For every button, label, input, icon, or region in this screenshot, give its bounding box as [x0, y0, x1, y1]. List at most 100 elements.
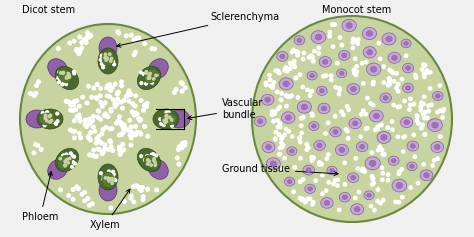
- Circle shape: [334, 114, 337, 118]
- Circle shape: [83, 191, 86, 194]
- Circle shape: [386, 173, 390, 176]
- Circle shape: [121, 106, 124, 110]
- Circle shape: [146, 71, 148, 73]
- Circle shape: [301, 198, 304, 201]
- Circle shape: [183, 86, 187, 90]
- Circle shape: [87, 84, 90, 88]
- Circle shape: [292, 64, 296, 67]
- Ellipse shape: [383, 96, 388, 100]
- Circle shape: [425, 69, 428, 72]
- Circle shape: [287, 129, 291, 133]
- Circle shape: [381, 178, 384, 182]
- Circle shape: [396, 90, 400, 93]
- Circle shape: [270, 113, 273, 116]
- Circle shape: [118, 148, 121, 151]
- Circle shape: [95, 137, 99, 140]
- Ellipse shape: [377, 131, 391, 143]
- Circle shape: [414, 76, 418, 79]
- Circle shape: [338, 36, 342, 39]
- Circle shape: [354, 196, 357, 200]
- Circle shape: [284, 66, 288, 69]
- Circle shape: [179, 81, 183, 85]
- Circle shape: [112, 60, 114, 63]
- Circle shape: [67, 72, 70, 75]
- Ellipse shape: [314, 141, 325, 150]
- Circle shape: [380, 166, 383, 169]
- Circle shape: [417, 122, 420, 125]
- Circle shape: [44, 118, 46, 121]
- Circle shape: [112, 98, 115, 102]
- Circle shape: [326, 121, 330, 124]
- Circle shape: [116, 92, 119, 96]
- Circle shape: [101, 57, 104, 59]
- Circle shape: [396, 105, 400, 109]
- Circle shape: [77, 113, 81, 117]
- Circle shape: [87, 122, 91, 126]
- Circle shape: [153, 78, 155, 80]
- Circle shape: [292, 190, 295, 193]
- Circle shape: [429, 103, 433, 106]
- Circle shape: [294, 76, 298, 80]
- Circle shape: [68, 74, 70, 76]
- Circle shape: [98, 148, 101, 151]
- Circle shape: [122, 127, 125, 131]
- Circle shape: [408, 108, 411, 111]
- Circle shape: [422, 102, 425, 105]
- Circle shape: [305, 148, 309, 151]
- Circle shape: [69, 128, 72, 132]
- Circle shape: [310, 54, 313, 57]
- Ellipse shape: [404, 41, 409, 46]
- Circle shape: [391, 128, 394, 132]
- Ellipse shape: [367, 50, 373, 55]
- Circle shape: [149, 76, 152, 79]
- Circle shape: [80, 41, 83, 44]
- Circle shape: [111, 149, 115, 152]
- Circle shape: [322, 74, 326, 78]
- Circle shape: [62, 154, 64, 157]
- Circle shape: [155, 188, 158, 192]
- Ellipse shape: [402, 63, 414, 73]
- Circle shape: [56, 47, 60, 50]
- Circle shape: [113, 102, 117, 106]
- Circle shape: [143, 104, 146, 107]
- Circle shape: [148, 75, 150, 77]
- Circle shape: [102, 66, 104, 69]
- Ellipse shape: [252, 16, 452, 222]
- Circle shape: [302, 51, 306, 55]
- Circle shape: [109, 60, 112, 62]
- Circle shape: [75, 48, 78, 51]
- Circle shape: [79, 136, 82, 140]
- Circle shape: [377, 41, 381, 45]
- Circle shape: [39, 148, 43, 151]
- Circle shape: [288, 67, 292, 70]
- Circle shape: [387, 77, 391, 80]
- Circle shape: [296, 96, 300, 99]
- Circle shape: [122, 99, 126, 102]
- Circle shape: [428, 87, 432, 90]
- Circle shape: [32, 151, 36, 155]
- Circle shape: [183, 143, 187, 147]
- Circle shape: [45, 116, 47, 119]
- Circle shape: [376, 199, 379, 203]
- Circle shape: [354, 73, 357, 77]
- Ellipse shape: [322, 59, 328, 64]
- Circle shape: [306, 197, 310, 201]
- Circle shape: [279, 98, 283, 102]
- Circle shape: [404, 54, 408, 58]
- Circle shape: [130, 33, 133, 37]
- Circle shape: [106, 61, 109, 64]
- Circle shape: [336, 178, 339, 181]
- Circle shape: [292, 59, 296, 63]
- Circle shape: [121, 125, 125, 128]
- Circle shape: [183, 141, 187, 144]
- Circle shape: [92, 86, 96, 90]
- Circle shape: [325, 189, 328, 192]
- Circle shape: [94, 141, 98, 145]
- Circle shape: [90, 95, 93, 99]
- Circle shape: [62, 72, 64, 74]
- Circle shape: [145, 101, 149, 105]
- Circle shape: [153, 47, 156, 51]
- Ellipse shape: [58, 155, 72, 169]
- Circle shape: [372, 181, 375, 185]
- Ellipse shape: [405, 86, 410, 90]
